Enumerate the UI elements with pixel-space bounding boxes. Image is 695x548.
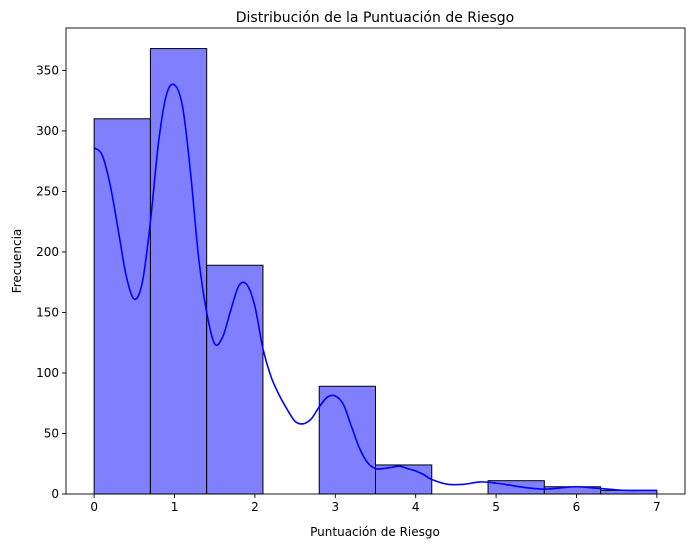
y-tick-label: 150 xyxy=(36,305,59,319)
x-tick-label: 5 xyxy=(492,500,500,514)
y-tick-label: 100 xyxy=(36,366,59,380)
x-tick-label: 0 xyxy=(90,500,98,514)
x-tick-label: 6 xyxy=(573,500,581,514)
y-tick-label: 0 xyxy=(51,487,59,501)
y-tick-label: 350 xyxy=(36,63,59,77)
plot-frame xyxy=(65,27,686,495)
chart-title: Distribución de la Puntuación de Riesgo xyxy=(236,10,515,26)
y-tick-label: 250 xyxy=(36,184,59,198)
histogram-bar xyxy=(206,264,264,495)
kde-curve xyxy=(93,83,657,492)
histogram-bar xyxy=(93,118,151,495)
y-axis-label: Frecuencia xyxy=(10,229,24,294)
histogram-bar xyxy=(318,385,376,495)
x-tick-label: 1 xyxy=(171,500,179,514)
x-tick-label: 4 xyxy=(412,500,420,514)
y-tick-label: 300 xyxy=(36,124,59,138)
x-axis-label: Puntuación de Riesgo xyxy=(310,525,440,539)
x-tick-label: 7 xyxy=(653,500,661,514)
histogram-bar xyxy=(149,48,208,495)
x-tick-label: 2 xyxy=(251,500,259,514)
y-tick-label: 50 xyxy=(44,426,59,440)
y-axis-ticks: 0 50 100 150 200 250 300 350 xyxy=(36,63,66,501)
y-tick-label: 200 xyxy=(36,245,59,259)
x-axis-ticks: 0 1 2 3 4 5 6 7 xyxy=(90,494,661,514)
x-tick-label: 3 xyxy=(331,500,339,514)
